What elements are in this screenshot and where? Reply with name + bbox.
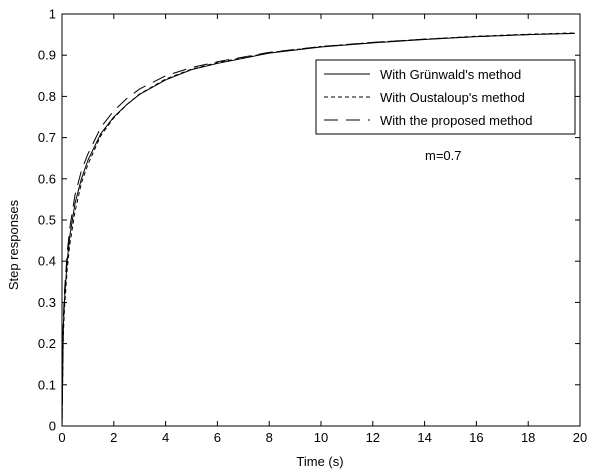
y-tick-label: 0.9	[38, 48, 56, 63]
series-layer	[61, 32, 575, 427]
y-tick-label: 0.8	[38, 89, 56, 104]
y-tick-label: 0.4	[38, 254, 56, 269]
x-tick-label: 20	[573, 430, 587, 445]
x-tick-label: 16	[469, 430, 483, 445]
x-tick-label: 0	[58, 430, 65, 445]
y-tick-label: 0.7	[38, 130, 56, 145]
x-tick-label: 14	[417, 430, 431, 445]
legend-label-gruenwald: With Grünwald's method	[380, 67, 521, 82]
x-axis-label: Time (s)	[296, 454, 343, 469]
annotation-m: m=0.7	[425, 148, 462, 163]
legend-label-proposed: With the proposed method	[380, 113, 532, 128]
series-line-oustaloup	[61, 32, 575, 427]
y-axis-label: Step responses	[6, 199, 21, 290]
y-tick-label: 0.5	[38, 213, 56, 228]
legend-label-oustaloup: With Oustaloup's method	[380, 90, 525, 105]
y-tick-label: 0.6	[38, 171, 56, 186]
x-tick-label: 4	[162, 430, 169, 445]
legend: With Grünwald's method With Oustaloup's …	[315, 59, 576, 135]
x-tick-label: 6	[214, 430, 221, 445]
x-tick-label: 12	[366, 430, 380, 445]
y-tick-label: 1	[49, 7, 56, 22]
y-tick-label: 0	[49, 419, 56, 434]
x-tick-label: 10	[314, 430, 328, 445]
x-tick-label: 18	[521, 430, 535, 445]
y-tick-label: 0.1	[38, 377, 56, 392]
y-tick-label: 0.3	[38, 295, 56, 310]
series-line-proposed	[61, 32, 575, 427]
x-tick-label: 2	[110, 430, 117, 445]
y-tick-label: 0.2	[38, 336, 56, 351]
x-tick-label: 8	[266, 430, 273, 445]
ticks-layer: 0 2 4 6 8 10 12 14 16 18 20 0 0.1 0.2 0.3 0.4 0.5 0.6 0.7 0…	[38, 7, 587, 446]
